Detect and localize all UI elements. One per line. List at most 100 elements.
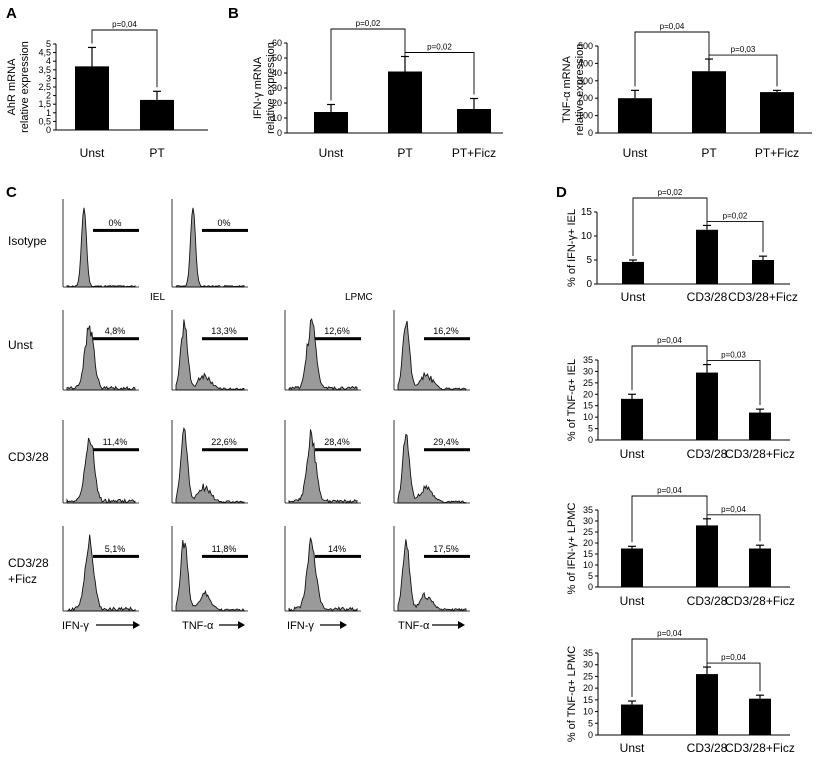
bar xyxy=(75,66,109,130)
y-tick-label: 2,5 xyxy=(38,82,51,92)
y-tick-label: 200 xyxy=(578,93,593,103)
panel-label-b: B xyxy=(228,5,239,22)
y-tick-label: 15 xyxy=(581,207,593,218)
gate-percent: 16,2% xyxy=(433,326,459,336)
bar xyxy=(749,412,771,440)
flow-row-label-cd328: CD3/28 xyxy=(8,450,49,464)
category-label: CD3/28 xyxy=(687,594,728,608)
category-label: CD3/28 xyxy=(687,290,728,304)
significance-bracket xyxy=(634,31,710,87)
bar xyxy=(752,260,774,284)
y-tick-label: 10 xyxy=(581,231,593,242)
significance-bracket xyxy=(404,52,475,95)
category-label: Unst xyxy=(80,146,105,160)
category-label: CD3/28+Ficz xyxy=(728,290,798,304)
histogram-r3-c1: 5,1% xyxy=(62,526,139,612)
significance-bracket xyxy=(631,345,708,391)
y-tick-label: 5 xyxy=(588,571,593,581)
gate-percent: 13,3% xyxy=(211,326,237,336)
y-tick-label: 35 xyxy=(583,355,593,365)
category-label: Unst xyxy=(620,447,645,461)
flow-xarrow-head-2 xyxy=(238,621,245,629)
y-tick-label: 15 xyxy=(583,401,593,411)
histogram-curve xyxy=(175,426,245,504)
significance-bracket xyxy=(706,662,761,692)
panel-label-d: D xyxy=(556,184,567,201)
p-value-label: p=0,02 xyxy=(427,43,452,52)
p-value-label: p=0,04 xyxy=(721,653,746,662)
category-label: Unst xyxy=(620,741,645,755)
bar xyxy=(696,674,718,735)
y-tick-label: 20 xyxy=(583,683,593,693)
bar xyxy=(749,548,771,587)
flow-xlabel-tnfa-iel: TNF-α xyxy=(182,620,214,632)
y-tick-label: 30 xyxy=(583,660,593,670)
gate-bar xyxy=(315,448,361,452)
p-value-label: p=0,04 xyxy=(660,22,685,31)
gate-bar xyxy=(315,554,361,558)
y-axis-title: IFN-γ mRNA xyxy=(252,56,264,119)
histogram-r3-c4: 17,5% xyxy=(393,526,470,612)
flow-xlabel-tnfa-lpmc: TNF-α xyxy=(398,620,430,632)
y-tick-label: 15 xyxy=(583,695,593,705)
histogram-curve xyxy=(66,207,136,288)
significance-bracket xyxy=(708,54,778,87)
y-axis-title: % of TNF-α+ IEL xyxy=(566,359,578,441)
p-value-label: p=0,04 xyxy=(112,20,137,29)
bar xyxy=(696,372,718,440)
p-value-label: p=0,04 xyxy=(657,336,682,345)
histogram-r2-c3: 28,4% xyxy=(284,420,361,504)
p-value-label: p=0,04 xyxy=(657,629,682,638)
histogram-r2-c2: 22,6% xyxy=(171,420,248,504)
y-tick-label: 5 xyxy=(586,255,592,266)
panel-label-a: A xyxy=(6,5,17,22)
bar xyxy=(622,261,644,284)
category-label: CD3/28 xyxy=(687,741,728,755)
gate-percent: 14% xyxy=(328,544,346,554)
y-tick-label: 50 xyxy=(272,53,282,63)
flow-xarrow-head-1 xyxy=(133,621,140,629)
gate-percent: 12,6% xyxy=(324,326,350,336)
significance-bracket xyxy=(632,197,708,256)
gate-bar xyxy=(93,554,139,558)
y-tick-label: 30 xyxy=(583,366,593,376)
y-tick-label: 100 xyxy=(578,111,593,121)
category-label: PT+Ficz xyxy=(452,146,496,160)
category-label: PT+Ficz xyxy=(755,146,799,160)
gate-percent: 28,4% xyxy=(324,437,350,447)
bar xyxy=(749,698,771,735)
y-tick-label: 0,5 xyxy=(38,116,51,126)
y-axis-title: % of IFN-γ+ IEL xyxy=(566,209,578,287)
gate-bar xyxy=(93,337,139,341)
gate-bar xyxy=(424,554,470,558)
p-value-label: p=0,04 xyxy=(657,486,682,495)
y-tick-label: 25 xyxy=(583,378,593,388)
bar xyxy=(621,398,643,440)
gate-percent: 17,5% xyxy=(433,544,459,554)
histogram-r3-c2: 11,8% xyxy=(171,526,248,612)
category-label: CD3/28+Ficz xyxy=(725,741,795,755)
flow-row-label-unst: Unst xyxy=(8,338,33,352)
gate-percent: 0% xyxy=(217,218,230,228)
histogram-curve xyxy=(175,207,245,288)
histogram-r2-c1: 11,4% xyxy=(62,420,139,504)
bar xyxy=(692,71,726,133)
gate-percent: 5,1% xyxy=(105,544,126,554)
gate-bar xyxy=(93,448,139,452)
y-tick-label: 10 xyxy=(583,707,593,717)
flow-row-label-ficz-1: CD3/28 xyxy=(8,556,49,570)
y-tick-label: 1 xyxy=(46,108,51,118)
y-tick-label: 500 xyxy=(578,41,593,51)
flow-row-label-ficz-2: +Ficz xyxy=(8,572,37,586)
y-axis-title: relative expression xyxy=(265,42,277,134)
gate-bar xyxy=(202,337,248,341)
histogram-isotype-1: 0% xyxy=(62,199,139,288)
category-label: PT xyxy=(149,146,165,160)
y-tick-label: 60 xyxy=(272,38,282,48)
chart-a: 00,511,522,533,544,55 Unst PT p=0,04 AhR mRN… xyxy=(6,20,208,160)
y-tick-label: 30 xyxy=(272,83,282,93)
